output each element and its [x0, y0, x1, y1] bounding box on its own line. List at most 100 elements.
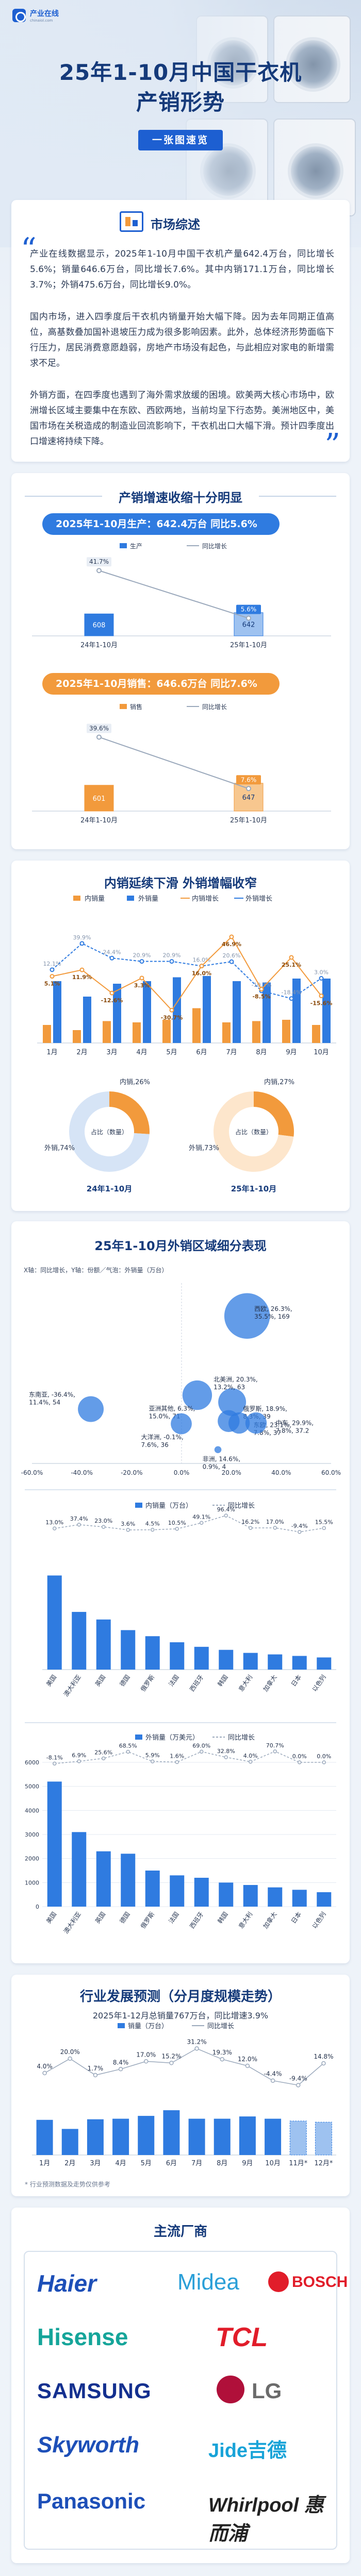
bar [170, 1875, 185, 1907]
bar [84, 613, 114, 636]
growth-point [224, 1755, 228, 1759]
growth-point [102, 1756, 106, 1761]
growth-point [321, 2061, 326, 2066]
legend-label: 外销增长 [245, 895, 272, 903]
bar [194, 1878, 209, 1907]
forecast-card: 行业发展预测（分月度规模走势） 2025年1-12月总销量767万台，同比增速3… [11, 1975, 350, 2196]
legend-bar-swatch [135, 1503, 142, 1508]
growth-label: 19.3% [212, 2049, 232, 2056]
donut-outer-label: 外销,74% [44, 1144, 75, 1152]
growth-label: 39.9% [73, 934, 91, 941]
title-line-2: 产销形势 [136, 90, 225, 115]
legend-label: 外销量 [138, 895, 158, 903]
bar [36, 2119, 53, 2155]
brand-tcl: TCL [216, 2322, 268, 2352]
growth-label: 17.0% [136, 2051, 156, 2058]
x-tick-label: 美国 [45, 1674, 58, 1688]
x-tick-label: 英国 [94, 1911, 107, 1925]
donut-caption: 25年1-10月 [231, 1184, 276, 1193]
growth-point [259, 987, 264, 992]
prod-pill: 2025年1-10月生产：642.4万台 同比5.6% [42, 513, 280, 535]
growth-line [54, 1515, 324, 1533]
growth-point [151, 1759, 155, 1763]
bubble-label: 西欧, 26.3%, [254, 1305, 292, 1312]
pie-slice [214, 1091, 294, 1172]
quote-close-icon: ” [324, 427, 340, 463]
growth-label: 32.8% [217, 1748, 235, 1755]
growth-label: 7.6% [241, 776, 257, 783]
growth-point [96, 568, 102, 574]
growth-label: 17.0% [266, 1519, 284, 1525]
growth-point [96, 734, 102, 740]
brand-haier: Haier [37, 2270, 97, 2297]
bar [188, 2118, 205, 2155]
growth-label: 14.8% [314, 2053, 333, 2060]
bubble-label: 北美洲, 20.3%, [214, 1376, 258, 1383]
legend-swatch [73, 896, 80, 901]
growth-line [99, 736, 249, 789]
donut-inner-label: 内销,27% [264, 1078, 294, 1086]
bar [87, 2119, 104, 2155]
growth-line [44, 2048, 324, 2086]
x-tick-label: 6月 [166, 2160, 177, 2167]
export-regions-card: 25年1-10月外销区域细分表现 X轴：同比增长，Y轴：份额／气泡：外销量（万台… [11, 1221, 350, 1963]
x-tick-label: 9月 [242, 2160, 253, 2167]
x-tick-label: 24年1-10月 [80, 817, 118, 824]
bar [121, 1630, 136, 1670]
hero-banner: 产业在线 chinaiol.com 25年1-10月中国干衣机 产销形势 一张图… [0, 0, 361, 247]
bar [96, 1851, 111, 1907]
bubble [182, 1380, 212, 1410]
growth-label: 16.2% [241, 1519, 259, 1525]
growth-point [319, 976, 324, 981]
growth-label: 3.0% [314, 969, 329, 976]
growth-point [126, 1749, 130, 1754]
growth-label: 20.6% [223, 952, 241, 959]
bubble [78, 1396, 104, 1422]
growth-point [79, 967, 85, 972]
growth-point [319, 994, 324, 999]
growth-label: 12.0% [238, 2056, 257, 2063]
x-tick-label: 20.0% [222, 1469, 241, 1476]
growth-point [200, 1521, 204, 1525]
growth-point [296, 2083, 301, 2087]
x-tick-label: 德国 [118, 1673, 132, 1688]
legend-label: 内销量 [85, 895, 105, 903]
brand-sub: chinaiol.com [30, 19, 53, 23]
x-tick-label: 美国 [45, 1911, 58, 1925]
summary-pill: 一张图速览 [138, 130, 223, 150]
x-tick-label: 5月 [166, 1049, 177, 1056]
growth-point [224, 1513, 228, 1518]
legend-label: 内销增长 [192, 895, 219, 903]
donut-inner-label: 内销,26% [120, 1078, 150, 1086]
bar-value-label: 608 [93, 622, 106, 630]
growth-label-bg [87, 723, 111, 733]
logo-icon [12, 9, 26, 22]
growth-label: 0.0% [292, 1753, 307, 1760]
bubble-label: 0.9%, 4 [203, 1463, 226, 1470]
y-tick-label: 0 [36, 1904, 39, 1910]
legend-swatch [127, 896, 134, 901]
growth-label: 41.7% [89, 558, 109, 565]
bubble-label: 7.6%, 36 [141, 1441, 169, 1449]
bar [268, 1887, 283, 1907]
brand-hisense: Hisense [37, 2324, 128, 2350]
dom-exp-title: 内销延续下滑 外销增幅收窄 [104, 876, 257, 890]
growth-line [52, 936, 322, 1011]
growth-label: 1.6% [170, 1753, 184, 1760]
x-tick-label: 以色列 [311, 1674, 327, 1693]
bar-domestic [133, 1022, 141, 1043]
y-tick-label: 1000 [25, 1879, 39, 1886]
bubble-label: 35.5%, 169 [254, 1313, 290, 1320]
growth-label-bg [236, 604, 261, 614]
x-tick-label: 法国 [167, 1911, 180, 1925]
x-tick-label: -40.0% [71, 1469, 92, 1476]
bubble-label: 7.8%, 37.2 [276, 1427, 309, 1435]
pie-slice [109, 1091, 150, 1134]
bubble [228, 1412, 250, 1434]
growth-label: 4.0% [243, 1753, 258, 1759]
dom-exp-chart: 内销量 外销量 内销增长 外销增长 1月 2月 3月 4月 5月 6月 7月 8月 9月 10月 12.1%… [37, 895, 336, 1056]
x-tick-label: 西班牙 [188, 1674, 205, 1693]
growth-point [53, 1526, 57, 1530]
bubble [171, 1413, 192, 1435]
growth-label: -30.7% [161, 1014, 183, 1021]
